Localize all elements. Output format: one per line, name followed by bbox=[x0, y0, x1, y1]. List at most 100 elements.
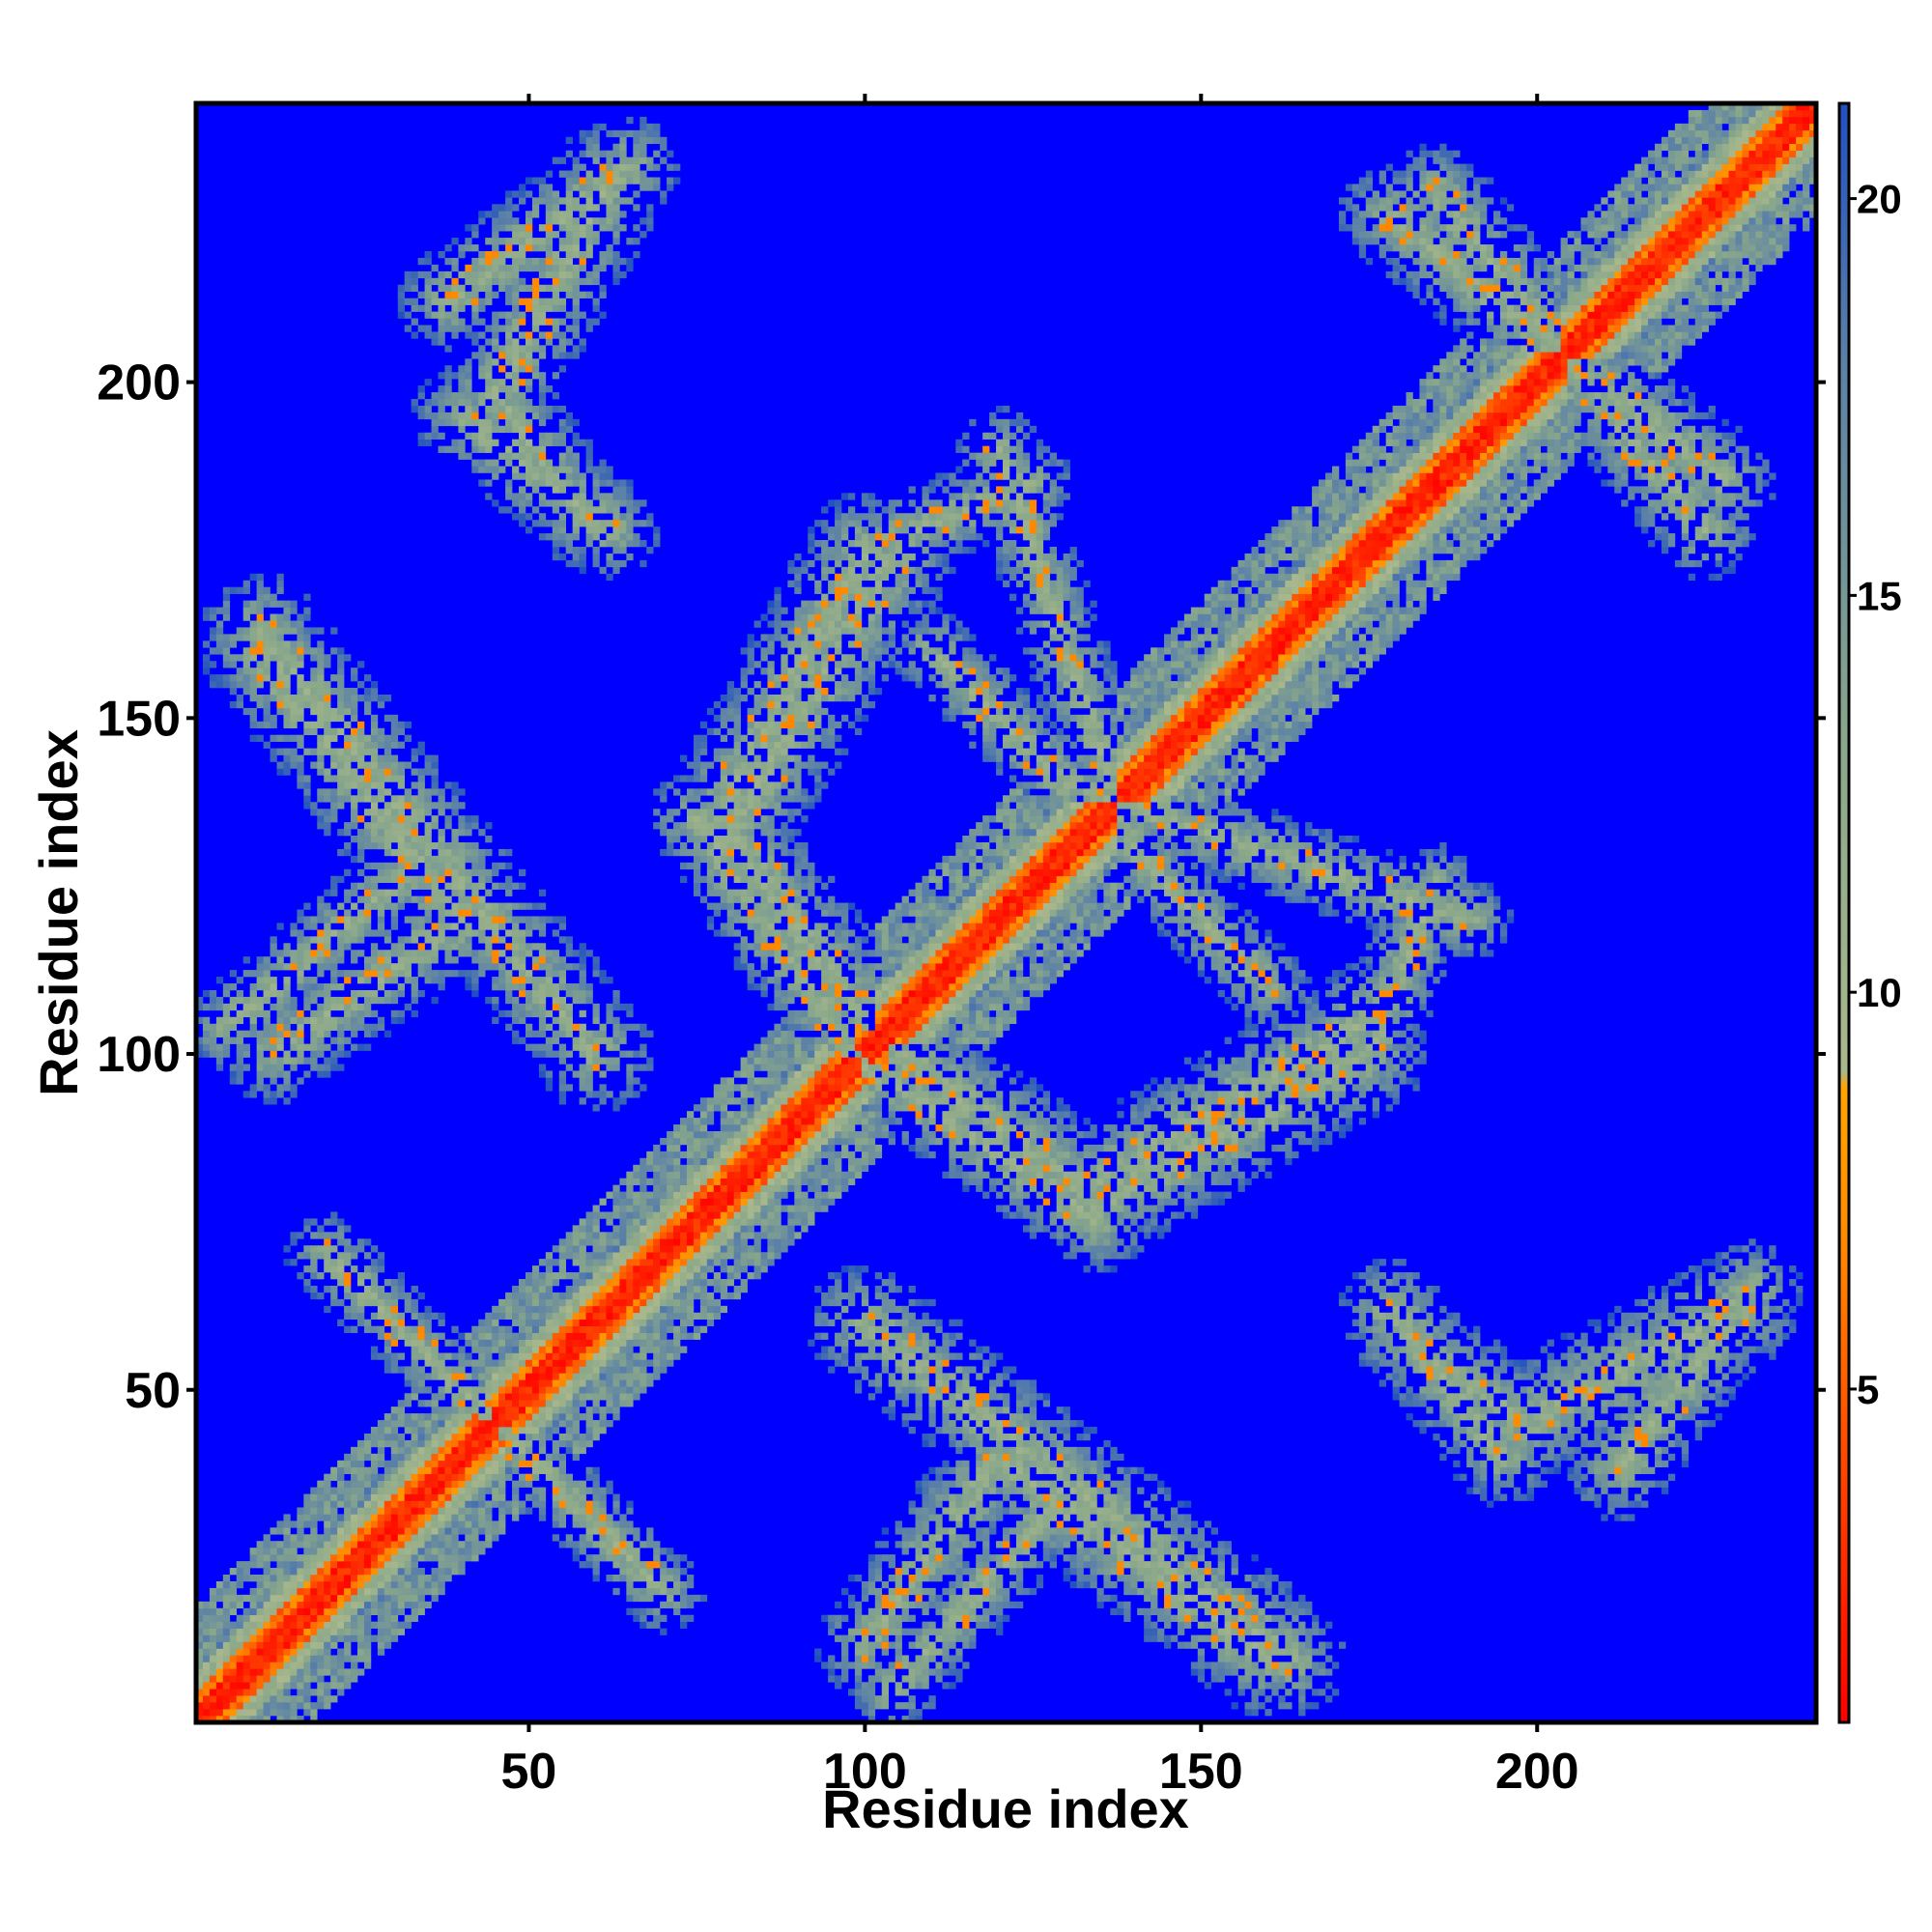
heatmap-cell bbox=[303, 700, 311, 709]
heatmap-cell bbox=[538, 352, 547, 359]
heatmap-cell bbox=[256, 1634, 264, 1642]
heatmap-cell bbox=[492, 1427, 499, 1435]
heatmap-cell bbox=[444, 970, 452, 978]
heatmap-cell bbox=[236, 1064, 244, 1071]
heatmap-cell bbox=[519, 331, 526, 339]
heatmap-cell bbox=[377, 1601, 385, 1609]
heatmap-cell bbox=[404, 1379, 412, 1387]
heatmap-cell bbox=[519, 197, 526, 205]
heatmap-cell bbox=[404, 1393, 412, 1401]
heatmap-cell bbox=[639, 520, 647, 527]
heatmap-cell bbox=[397, 875, 406, 883]
heatmap-cell bbox=[263, 1689, 270, 1696]
heatmap-cell bbox=[344, 1621, 352, 1629]
heatmap-cell bbox=[599, 540, 607, 548]
heatmap-cell bbox=[324, 1305, 331, 1314]
heatmap-cell bbox=[215, 1668, 224, 1676]
heatmap-cell bbox=[585, 1043, 593, 1051]
heatmap-cell bbox=[612, 1346, 620, 1353]
heatmap-cell bbox=[357, 754, 365, 762]
heatmap-cell bbox=[498, 204, 506, 212]
heatmap-cell bbox=[196, 1016, 204, 1025]
heatmap-cell bbox=[538, 1373, 547, 1380]
heatmap-cell bbox=[478, 358, 486, 366]
heatmap-cell bbox=[471, 895, 479, 903]
heatmap-cell bbox=[357, 868, 365, 877]
heatmap-cell bbox=[229, 1621, 238, 1629]
heatmap-cell bbox=[417, 781, 425, 789]
heatmap-cell bbox=[585, 1393, 593, 1401]
heatmap-cell bbox=[572, 224, 580, 232]
heatmap-cell bbox=[351, 1628, 358, 1635]
heatmap-cell bbox=[411, 1507, 418, 1515]
heatmap-cell bbox=[519, 1507, 526, 1515]
heatmap-cell bbox=[626, 257, 634, 266]
heatmap-cell bbox=[512, 1420, 520, 1428]
heatmap-cell bbox=[585, 996, 593, 1005]
heatmap-cell bbox=[471, 1446, 479, 1455]
heatmap-cell bbox=[297, 1030, 304, 1037]
heatmap-cell bbox=[531, 204, 540, 212]
heatmap-cell bbox=[256, 977, 264, 984]
heatmap-cell bbox=[485, 936, 493, 944]
heatmap-cell bbox=[263, 1621, 270, 1629]
heatmap-cell bbox=[344, 1682, 352, 1690]
heatmap-cell bbox=[512, 493, 520, 500]
heatmap-cell bbox=[283, 996, 291, 1005]
heatmap-cell bbox=[592, 150, 600, 157]
heatmap-cell bbox=[451, 1561, 459, 1569]
heatmap-cell bbox=[525, 284, 533, 293]
heatmap-cell bbox=[531, 325, 540, 332]
heatmap-cell bbox=[404, 977, 412, 984]
heatmap-cell bbox=[377, 1500, 385, 1508]
heatmap-cell bbox=[565, 1003, 573, 1011]
heatmap-cell bbox=[572, 1373, 580, 1380]
heatmap-cell bbox=[525, 493, 533, 500]
heatmap-cell bbox=[519, 1016, 526, 1025]
heatmap-cell bbox=[431, 862, 439, 870]
heatmap-cell bbox=[505, 1359, 513, 1367]
heatmap-cell bbox=[310, 1272, 318, 1280]
heatmap-cell bbox=[263, 983, 270, 991]
heatmap-cell bbox=[505, 318, 513, 326]
heatmap-cell bbox=[438, 1352, 445, 1360]
heatmap-cell bbox=[579, 345, 586, 353]
heatmap-cell bbox=[337, 674, 345, 682]
heatmap-cell bbox=[270, 654, 277, 662]
heatmap-cell bbox=[431, 868, 439, 877]
heatmap-cell bbox=[390, 1279, 399, 1287]
heatmap-cell bbox=[612, 1064, 620, 1071]
heatmap-cell bbox=[512, 204, 520, 212]
heatmap-cell bbox=[545, 1460, 554, 1468]
heatmap-cell bbox=[545, 284, 554, 293]
heatmap-cell bbox=[558, 156, 567, 164]
heatmap-cell bbox=[196, 1037, 204, 1044]
heatmap-cell bbox=[249, 1587, 257, 1596]
heatmap-cell bbox=[242, 661, 250, 668]
heatmap-cell bbox=[357, 748, 365, 755]
heatmap-cell bbox=[344, 923, 352, 930]
heatmap-cell bbox=[424, 298, 432, 305]
heatmap-cell bbox=[330, 1259, 338, 1266]
heatmap-cell bbox=[249, 1091, 257, 1098]
heatmap-cell bbox=[633, 1561, 640, 1569]
heatmap-cell bbox=[552, 298, 560, 305]
heatmap-cell bbox=[639, 1064, 647, 1071]
heatmap-cell bbox=[337, 1493, 345, 1501]
heatmap-cell bbox=[498, 385, 506, 393]
heatmap-cell bbox=[256, 681, 264, 689]
heatmap-cell bbox=[458, 1352, 466, 1360]
heatmap-cell bbox=[196, 1675, 204, 1683]
heatmap-cell bbox=[633, 1554, 640, 1562]
heatmap-cell bbox=[344, 977, 352, 984]
heatmap-cell bbox=[390, 1016, 399, 1025]
heatmap-cell bbox=[565, 1439, 573, 1448]
heatmap-cell bbox=[351, 855, 358, 864]
heatmap-cell bbox=[310, 748, 318, 755]
heatmap-cell bbox=[229, 1716, 238, 1723]
heatmap-cell bbox=[202, 1716, 211, 1723]
heatmap-cell bbox=[552, 1319, 560, 1326]
heatmap-cell bbox=[256, 600, 264, 608]
heatmap-cell bbox=[417, 1325, 425, 1333]
heatmap-cell bbox=[498, 977, 506, 984]
